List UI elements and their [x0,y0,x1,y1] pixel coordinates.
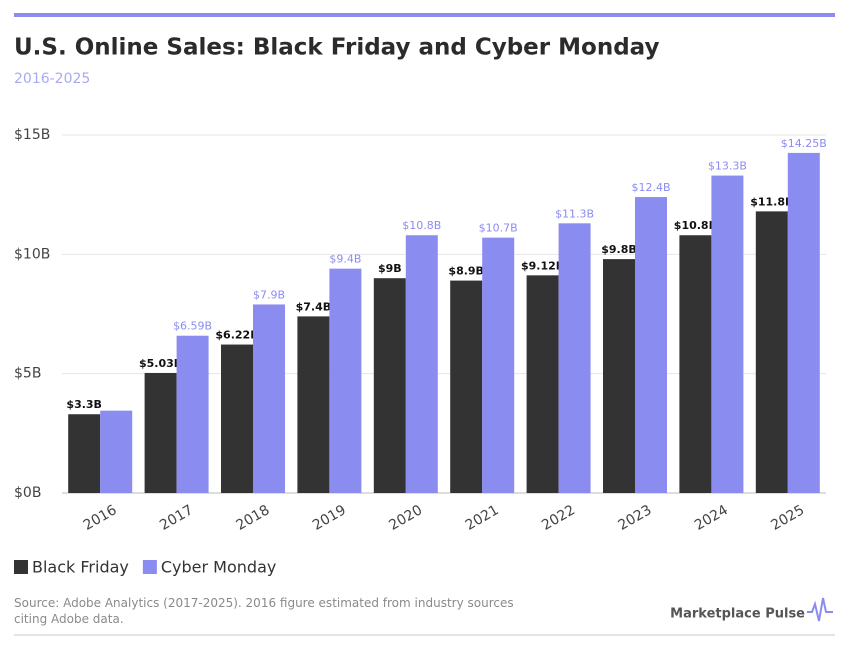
bar [482,237,515,493]
value-label: $11.8B [750,195,793,208]
brand: Marketplace Pulse [670,607,805,622]
value-label: $6.59B [173,320,212,333]
bar [373,278,406,493]
bar [635,197,667,493]
bar [176,335,209,493]
value-label: $13.3B [708,160,747,173]
bar [558,223,591,493]
value-label: $9.8B [601,243,637,256]
bar [405,235,438,494]
bar [68,414,101,493]
value-label: $10.8B [674,219,717,232]
y-tick-label: $10B [14,246,50,262]
legend-swatch [142,560,157,574]
x-tick-label: 2025 [768,502,807,534]
x-tick-label: 2023 [616,502,655,534]
value-label: $8.9B [448,265,484,278]
bar [329,268,362,493]
bar [526,275,559,493]
legend-label: Cyber Monday [161,558,276,577]
bar [711,175,744,493]
bar [297,316,330,493]
y-tick-label: $15B [14,127,50,143]
value-label: $10.8B [402,219,441,232]
x-tick-label: 2021 [463,502,502,534]
brand-icon [807,597,833,622]
value-label: $10.7B [479,222,518,235]
legend-label: Black Friday [32,558,129,577]
x-tick-label: 2020 [386,502,425,534]
top-accent [14,13,835,17]
x-tick-label: 2016 [81,502,120,534]
x-tick-label: 2018 [234,502,273,534]
bar [253,304,285,493]
value-label: $3.3B [66,398,102,411]
bar [100,410,133,493]
bar [450,280,483,493]
value-label: $11.3B [555,207,594,220]
chart-title: U.S. Online Sales: Black Friday and Cybe… [14,35,659,61]
bar [679,235,712,494]
value-label: $5.03B [139,357,182,370]
x-tick-label: 2024 [692,502,731,534]
legend-swatch [14,560,28,574]
y-tick-label: $0B [14,485,41,501]
value-label: $9.4B [329,253,361,266]
source-note: Source: Adobe Analytics (2017-2025). 201… [14,596,514,626]
bar [144,372,177,493]
value-label: $9B [378,262,402,275]
y-tick-label: $5B [14,366,41,382]
bar [603,259,635,493]
value-label: $7.9B [253,288,285,301]
value-label: $7.4B [296,300,332,313]
chart-subtitle: 2016-2025 [14,71,90,87]
bar [755,211,788,493]
x-tick-label: 2022 [539,502,578,534]
bar [221,344,253,493]
value-label: $14.25B [781,137,827,150]
x-tick-label: 2019 [310,502,349,534]
bar [787,152,820,493]
value-label: $9.12B [521,259,564,272]
value-label: $12.4B [631,181,670,194]
value-label: $6.22B [215,329,258,342]
x-tick-label: 2017 [157,502,196,534]
